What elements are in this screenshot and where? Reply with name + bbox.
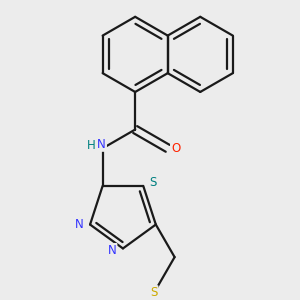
Text: S: S [150,286,158,299]
Text: O: O [171,142,180,155]
Text: S: S [149,176,157,189]
Text: N: N [108,244,116,257]
Text: N: N [97,138,106,151]
Text: N: N [75,218,84,231]
Text: H: H [86,139,95,152]
